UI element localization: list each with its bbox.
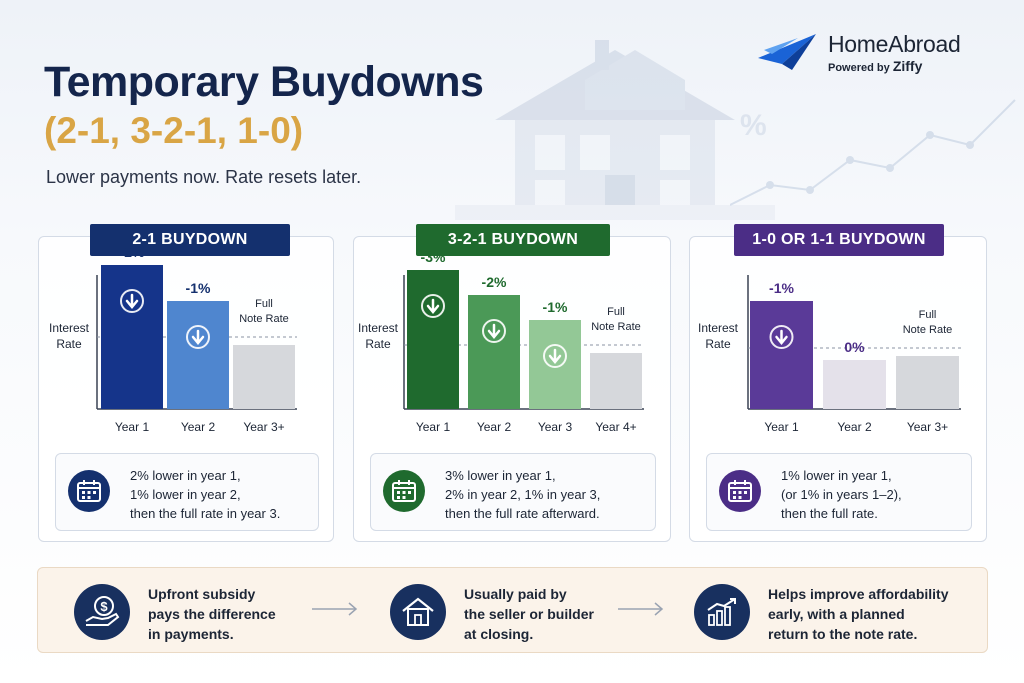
calendar-icon bbox=[383, 470, 425, 512]
card-1-0-buydown: 1-0 OR 1-1 BUYDOWN Interest Rate -1% Year 1… bbox=[689, 224, 987, 542]
x-tick-label: Year 4+ bbox=[595, 420, 636, 434]
x-tick-label: Year 3+ bbox=[907, 420, 948, 434]
powered-by: Powered by Ziffy bbox=[828, 58, 922, 74]
x-tick-label: Year 3 bbox=[538, 420, 573, 434]
step-improve-affordability: Helps improve affordability early, with … bbox=[694, 582, 974, 642]
data-label: -3% bbox=[421, 249, 446, 265]
down-arrow-icon bbox=[482, 319, 506, 343]
brand-name: HomeAbroad bbox=[828, 31, 961, 57]
data-label: -2% bbox=[120, 244, 145, 260]
calendar-icon bbox=[719, 470, 761, 512]
buydown-chart-2-1: Interest Rate -2% Year 1 -1% Year 2 Year 3+ Ful… bbox=[49, 244, 297, 434]
arrow-right-icon bbox=[618, 602, 664, 616]
paper-plane-logo-icon bbox=[758, 34, 816, 70]
step-upfront-subsidy: $ Upfront subsidy pays the difference in… bbox=[74, 582, 334, 642]
tagline: Lower payments now. Rate resets later. bbox=[46, 167, 362, 187]
buydown-chart-3-2-1: Interest Rate -3% Year 1 -2% Year 2 -1% Year 3 Y… bbox=[358, 249, 644, 434]
brand-logo-block[interactable]: HomeAbroad Powered by Ziffy bbox=[758, 30, 1008, 74]
step-text: Helps improve affordability early, with … bbox=[768, 586, 949, 642]
card-3-2-1-buydown: 3-2-1 BUYDOWN Interest Rate -3% Year 1 -2% Ye… bbox=[353, 224, 671, 542]
percent-sign: % bbox=[740, 109, 767, 142]
data-label: -1% bbox=[186, 280, 211, 296]
buydown-chart-1-0: Interest Rate -1% Year 1 0% Year 2 Year 3+ Full… bbox=[698, 275, 961, 434]
card-title-badge: 3-2-1 BUYDOWN bbox=[416, 224, 610, 256]
step-text: Upfront subsidy pays the difference in p… bbox=[148, 586, 276, 642]
bar-year-2 bbox=[167, 301, 229, 409]
bar-year-3 bbox=[529, 320, 581, 409]
bar-year-3- bbox=[896, 356, 959, 409]
x-tick-label: Year 1 bbox=[764, 420, 799, 434]
down-arrow-icon bbox=[186, 325, 210, 349]
data-label: -1% bbox=[543, 299, 568, 315]
y-axis-label: Interest Rate bbox=[358, 321, 399, 351]
info-box: 1% lower in year 1, (or 1% in years 1–2)… bbox=[706, 453, 972, 531]
info-text: 2% lower in year 1, 1% lower in year 2, … bbox=[130, 468, 281, 521]
powered-prefix: Powered by bbox=[828, 62, 890, 74]
bar-year-1 bbox=[407, 270, 459, 409]
buydown-types: (2-1, 3-2-1, 1-0) bbox=[44, 110, 304, 151]
info-text: 1% lower in year 1, (or 1% in years 1–2)… bbox=[781, 468, 902, 521]
svg-text:$: $ bbox=[100, 599, 108, 614]
trend-line-decoration: % bbox=[730, 99, 1016, 206]
bar-year-1 bbox=[750, 301, 813, 409]
bar-year-1 bbox=[101, 265, 163, 409]
x-tick-label: Year 1 bbox=[416, 420, 451, 434]
info-box: 3% lower in year 1, 2% in year 2, 1% in … bbox=[370, 453, 656, 531]
x-tick-label: Year 3+ bbox=[243, 420, 284, 434]
bar-year-2 bbox=[823, 360, 886, 409]
house-icon bbox=[390, 584, 446, 640]
x-tick-label: Year 2 bbox=[477, 420, 512, 434]
down-arrow-icon bbox=[421, 294, 445, 318]
step-text: Usually paid by the seller or builder at… bbox=[464, 586, 594, 642]
x-tick-label: Year 2 bbox=[837, 420, 872, 434]
y-axis-label: Interest Rate bbox=[698, 321, 739, 351]
info-text: 3% lower in year 1, 2% in year 2, 1% in … bbox=[445, 468, 601, 521]
bar-year-4- bbox=[590, 353, 642, 409]
down-arrow-icon bbox=[769, 325, 794, 349]
growth-chart-icon bbox=[694, 584, 750, 640]
step-paid-by-seller: Usually paid by the seller or builder at… bbox=[390, 582, 650, 642]
data-label: -2% bbox=[482, 274, 507, 290]
how-it-works-bar: $ Upfront subsidy pays the difference in… bbox=[37, 567, 988, 653]
card-title-badge: 2-1 BUYDOWN bbox=[90, 224, 290, 256]
down-arrow-icon bbox=[543, 344, 567, 368]
x-tick-label: Year 1 bbox=[115, 420, 150, 434]
bar-year-2 bbox=[468, 295, 520, 409]
x-tick-label: Year 2 bbox=[181, 420, 216, 434]
full-note-rate-label: Full Note Rate bbox=[239, 298, 289, 325]
data-label: -1% bbox=[769, 280, 794, 296]
calendar-icon bbox=[68, 470, 110, 512]
full-note-rate-label: Full Note Rate bbox=[591, 306, 641, 333]
info-box: 2% lower in year 1, 1% lower in year 2, … bbox=[55, 453, 319, 531]
page-title: Temporary Buydowns bbox=[44, 58, 484, 106]
down-arrow-icon bbox=[120, 289, 144, 313]
house-illustration bbox=[455, 40, 775, 220]
data-label: 0% bbox=[844, 339, 865, 355]
card-2-1-buydown: 2-1 BUYDOWN Interest Rate -2% Year 1 -1% Year… bbox=[38, 224, 334, 542]
full-note-rate-label: Full Note Rate bbox=[903, 309, 953, 336]
card-title-badge: 1-0 OR 1-1 BUYDOWN bbox=[734, 224, 944, 256]
arrow-right-icon bbox=[312, 602, 358, 616]
bar-year-3- bbox=[233, 345, 295, 409]
powered-brand: Ziffy bbox=[892, 58, 923, 74]
y-axis-label: Interest Rate bbox=[49, 321, 90, 351]
dollar-hand-icon: $ bbox=[74, 584, 130, 640]
